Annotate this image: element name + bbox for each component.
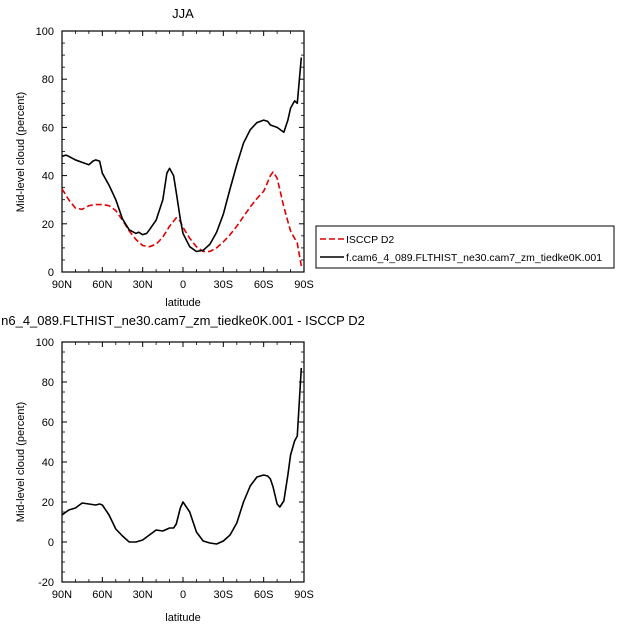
bottom-ytick-label: 100: [36, 337, 54, 349]
bottom-ytick-label: 20: [42, 497, 54, 509]
top-xtick-label: 0: [180, 279, 186, 291]
bottom-xtick-label: 0: [180, 589, 186, 601]
bottom-ytick-label: 60: [42, 417, 54, 429]
bottom-ytick-label: 80: [42, 377, 54, 389]
bottom-xtick-label: 60S: [254, 589, 274, 601]
legend: ISCCP D2 f.cam6_4_089.FLTHIST_ne30.cam7_…: [315, 225, 615, 269]
bottom-series-line-0: [61, 367, 303, 545]
top-ytick-label: 20: [42, 219, 54, 231]
panel-bottom-ticks: 90N 60N 30N 0 30S 60S 90S -20 0 20 40 60 80 100: [36, 337, 314, 601]
panel-top-ylabel: Mid-level cloud (percent): [15, 92, 27, 212]
top-xtick-label: 60S: [254, 279, 274, 291]
top-xtick-label: 90S: [294, 279, 314, 291]
top-xtick-label: 30N: [133, 279, 153, 291]
panel-bottom-title: n6_4_089.FLTHIST_ne30.cam7_zm_tiedke0K.0…: [1, 313, 365, 328]
panel-bottom-xlabel: latitude: [165, 612, 200, 624]
bottom-ytick-label: 40: [42, 457, 54, 469]
panel-bottom-frame: [61, 341, 305, 583]
top-ytick-label: 40: [42, 171, 54, 183]
bottom-xtick-label: 30N: [133, 589, 153, 601]
panel-bottom-ylabel: Mid-level cloud (percent): [15, 402, 27, 522]
top-xtick-label: 60N: [92, 279, 112, 291]
panel-bottom: n6_4_089.FLTHIST_ne30.cam7_zm_tiedke0K.0…: [1, 313, 365, 624]
bottom-xtick-label: 90N: [52, 589, 72, 601]
panel-top: JJA 90N 60N 30N 0 30S 60S 90S 0 20 40 60 80 100 lati…: [15, 6, 314, 309]
panel-top-series: [61, 57, 303, 267]
bottom-xtick-label: 90S: [294, 589, 314, 601]
bottom-ytick-label: 0: [48, 537, 54, 549]
panel-bottom-series: [61, 367, 303, 545]
top-ytick-label: 80: [42, 74, 54, 86]
panel-top-ticks: 90N 60N 30N 0 30S 60S 90S 0 20 40 60 80 100: [36, 26, 314, 291]
panel-top-xlabel: latitude: [165, 297, 200, 309]
top-series-line-1: [61, 57, 303, 253]
legend-label-isccp: ISCCP D2: [346, 234, 394, 246]
top-xtick-label: 30S: [214, 279, 234, 291]
legend-box: [315, 225, 615, 269]
panel-top-frame: [61, 30, 305, 273]
bottom-xtick-label: 60N: [92, 589, 112, 601]
bottom-xtick-label: 30S: [214, 589, 234, 601]
legend-label-cam6: f.cam6_4_089.FLTHIST_ne30.cam7_zm_tiedke…: [346, 252, 602, 264]
top-xtick-label: 90N: [52, 279, 72, 291]
top-ytick-label: 100: [36, 26, 54, 38]
panel-top-title: JJA: [172, 6, 194, 21]
top-ytick-label: 60: [42, 122, 54, 134]
top-ytick-label: 0: [48, 267, 54, 279]
bottom-ytick-label: -20: [38, 577, 54, 589]
top-series-line-0: [61, 171, 303, 267]
